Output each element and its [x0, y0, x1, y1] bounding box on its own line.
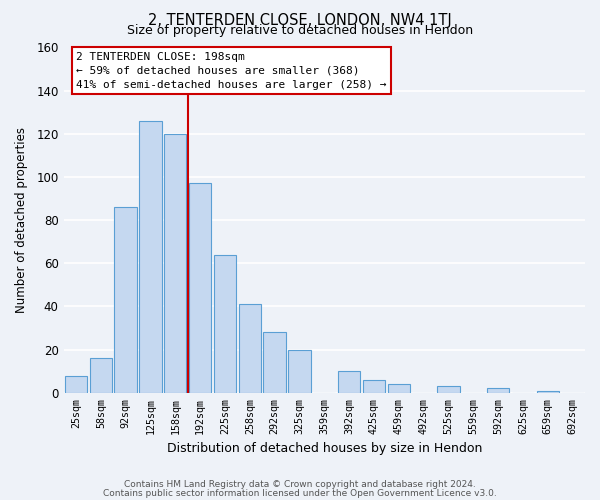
Bar: [189, 184, 211, 393]
Bar: [437, 386, 460, 393]
Bar: [363, 380, 385, 393]
Bar: [139, 121, 161, 393]
Bar: [487, 388, 509, 393]
Y-axis label: Number of detached properties: Number of detached properties: [15, 127, 28, 313]
Bar: [65, 376, 87, 393]
Text: 2 TENTERDEN CLOSE: 198sqm
← 59% of detached houses are smaller (368)
41% of semi: 2 TENTERDEN CLOSE: 198sqm ← 59% of detac…: [76, 52, 387, 90]
Text: Contains HM Land Registry data © Crown copyright and database right 2024.: Contains HM Land Registry data © Crown c…: [124, 480, 476, 489]
Bar: [263, 332, 286, 393]
Bar: [239, 304, 261, 393]
Bar: [288, 350, 311, 393]
Text: Contains public sector information licensed under the Open Government Licence v3: Contains public sector information licen…: [103, 488, 497, 498]
X-axis label: Distribution of detached houses by size in Hendon: Distribution of detached houses by size …: [167, 442, 482, 455]
Text: 2, TENTERDEN CLOSE, LONDON, NW4 1TJ: 2, TENTERDEN CLOSE, LONDON, NW4 1TJ: [148, 12, 452, 28]
Bar: [89, 358, 112, 393]
Text: Size of property relative to detached houses in Hendon: Size of property relative to detached ho…: [127, 24, 473, 37]
Bar: [536, 390, 559, 393]
Bar: [214, 254, 236, 393]
Bar: [338, 371, 360, 393]
Bar: [388, 384, 410, 393]
Bar: [115, 207, 137, 393]
Bar: [164, 134, 187, 393]
